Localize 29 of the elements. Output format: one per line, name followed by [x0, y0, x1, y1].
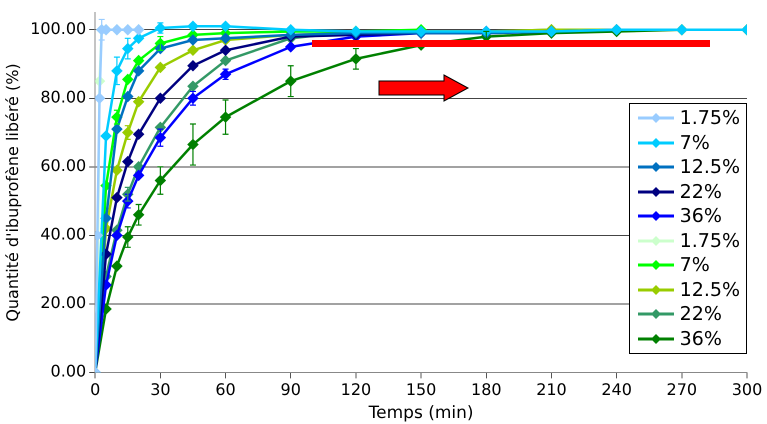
legend-label: 36%	[680, 326, 722, 351]
legend-label: 1.75%	[680, 228, 740, 253]
x-tick-label: 150	[406, 380, 436, 400]
x-tick-label: 60	[215, 380, 236, 400]
x-tick-label: 120	[340, 380, 372, 400]
y-tick-label: 100.00	[30, 18, 86, 38]
x-tick-label: 300	[732, 380, 762, 400]
legend-label: 22%	[680, 302, 722, 326]
y-tick-label: 0.00	[50, 362, 86, 381]
legend-label: 1.75%	[680, 106, 740, 130]
legend-label: 7%	[680, 253, 710, 278]
y-tick-label: 80.00	[40, 87, 86, 106]
legend-label: 22%	[680, 180, 722, 204]
legend-label: 7%	[680, 130, 710, 155]
x-tick-label: 180	[471, 380, 502, 400]
x-tick-label: 270	[666, 380, 698, 400]
y-tick-label: 40.00	[40, 224, 86, 244]
legend-label: 12.5%	[680, 155, 740, 180]
y-tick-label: 20.00	[40, 293, 86, 312]
legend-label: 36%	[680, 204, 722, 228]
legend-label: 12.5%	[680, 278, 740, 302]
x-tick-label: 210	[536, 380, 567, 400]
y-axis-title: Quantité d'ibuprofène libéré (%)	[2, 63, 22, 322]
x-tick-label: 0	[90, 380, 100, 400]
x-axis-title: Temps (min)	[368, 403, 474, 424]
x-tick-label: 240	[601, 380, 632, 400]
y-tick-label: 60.00	[40, 156, 86, 175]
x-tick-label: 90	[280, 380, 301, 400]
x-tick-label: 30	[150, 380, 171, 400]
